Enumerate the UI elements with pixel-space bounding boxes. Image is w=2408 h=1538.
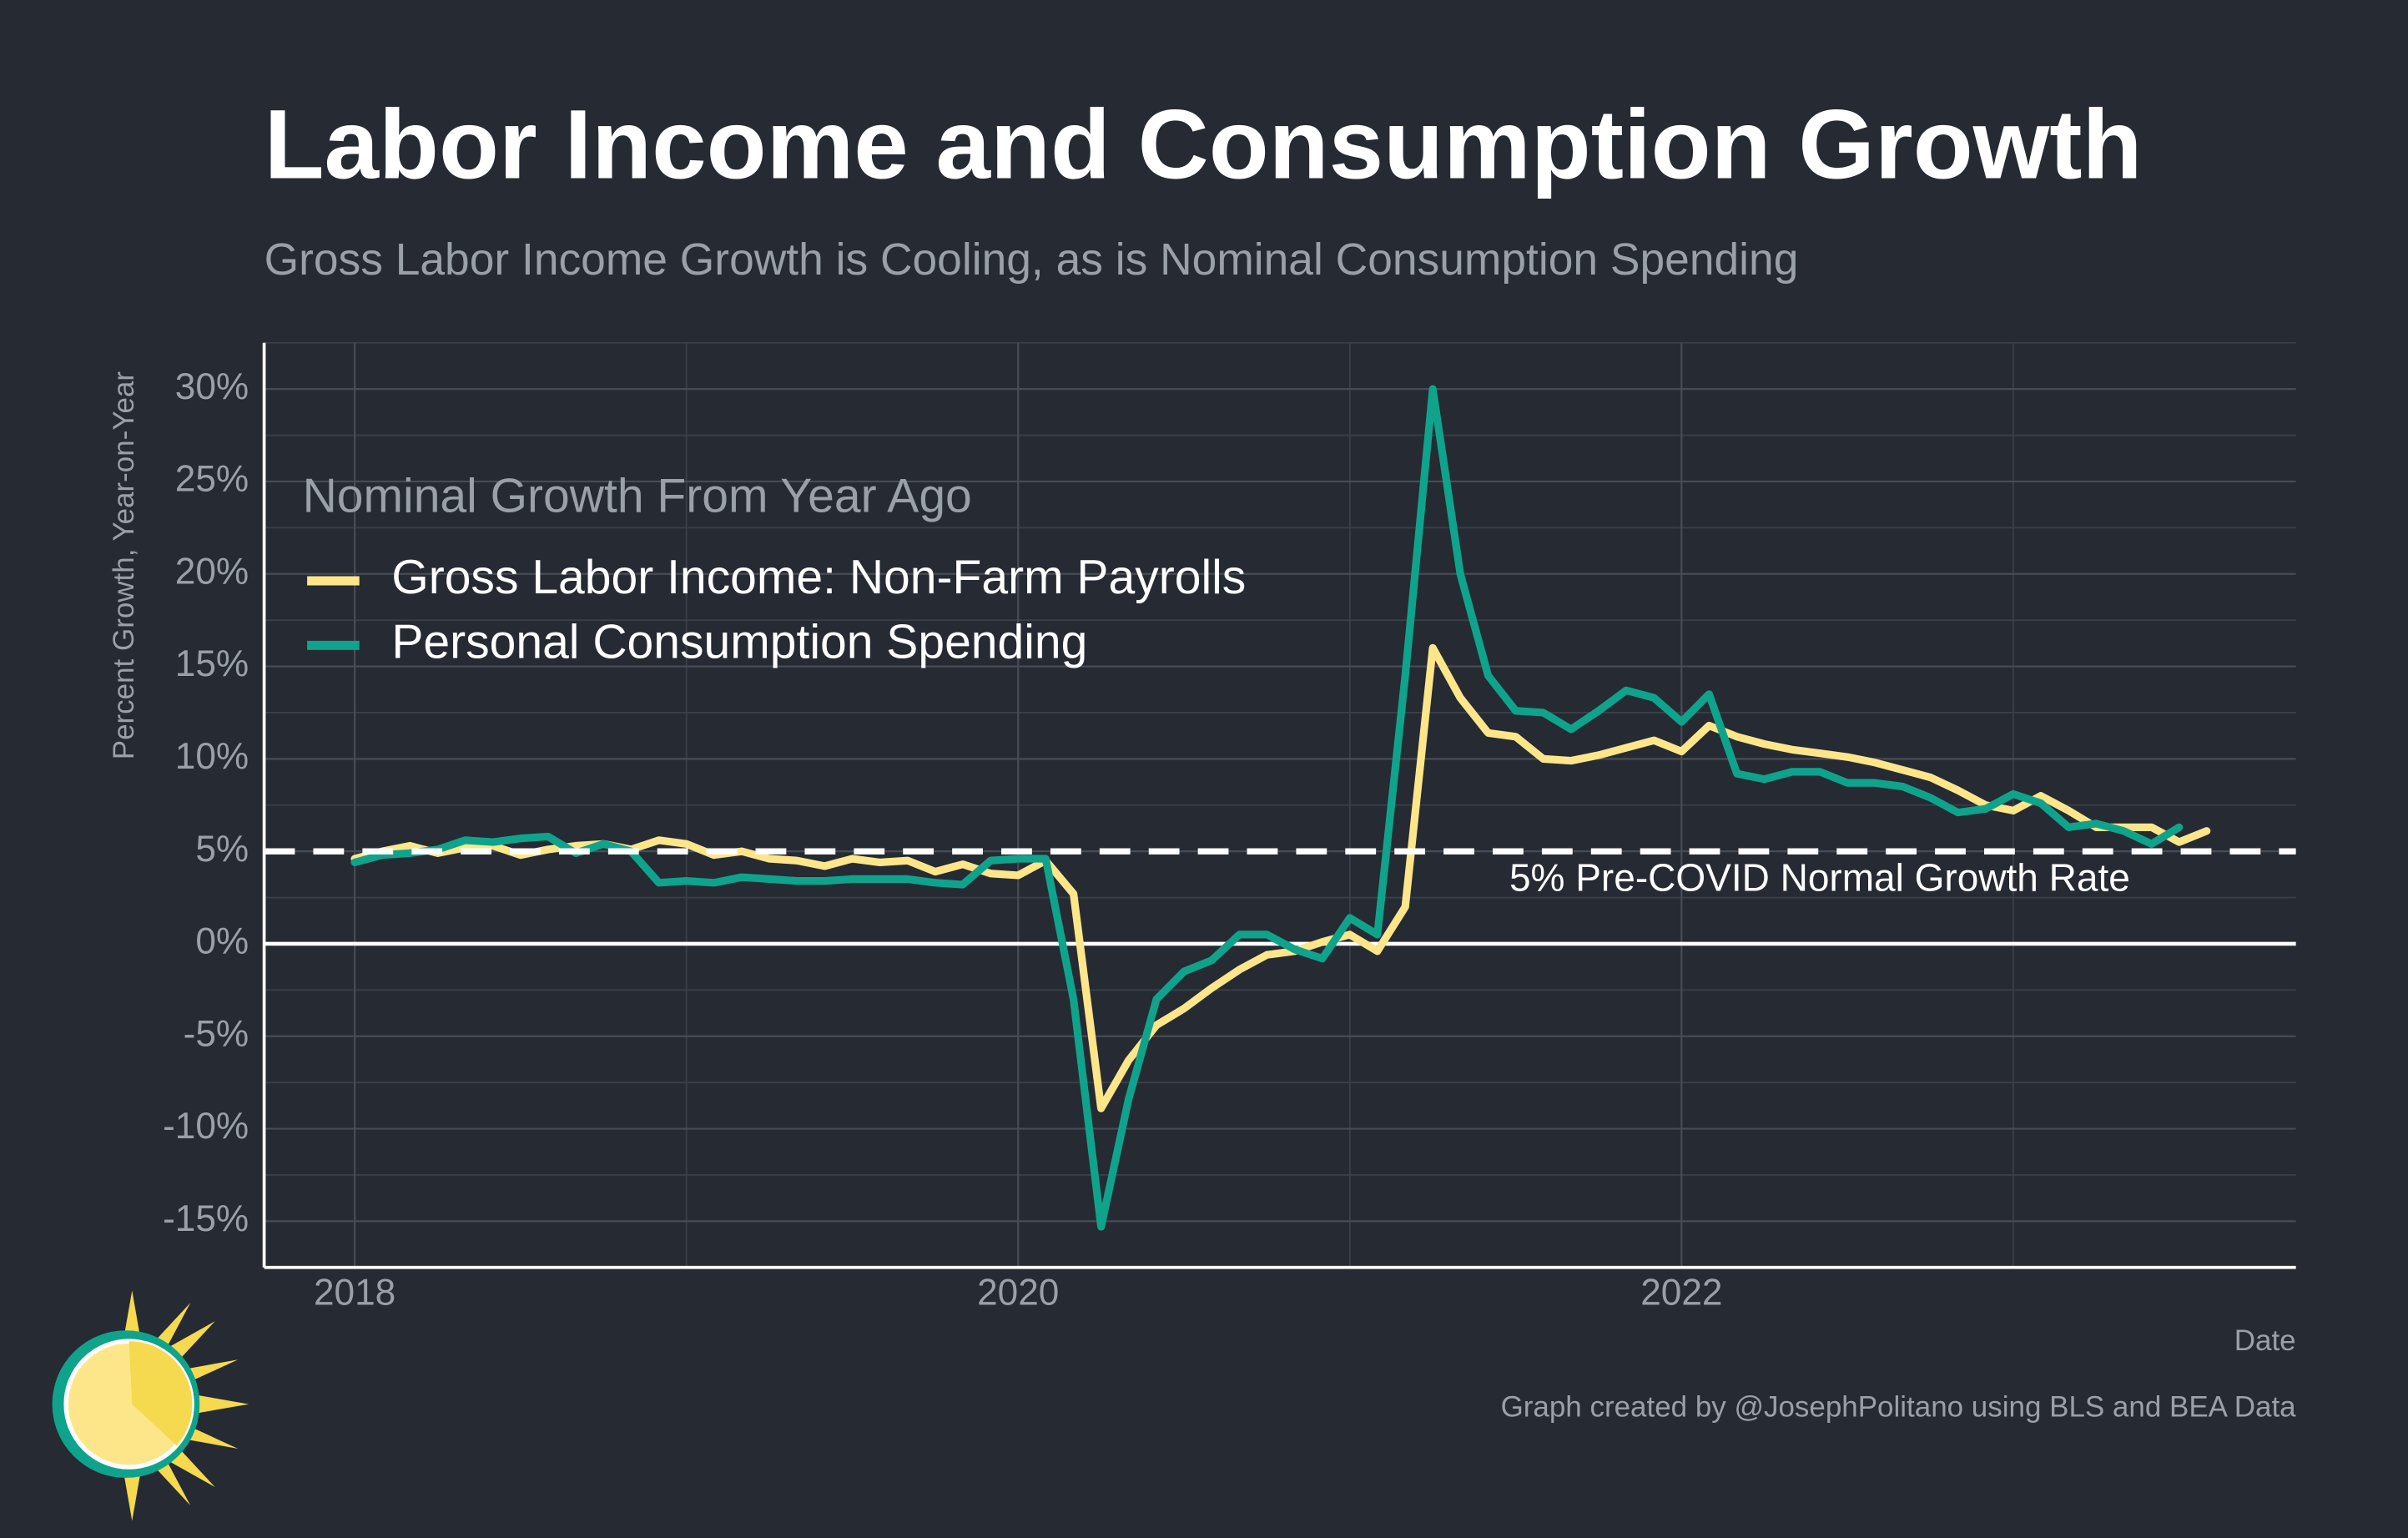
logo — [52, 1290, 249, 1521]
legend-label: Personal Consumption Spending — [391, 615, 1087, 668]
y-tick-label: 20% — [175, 551, 249, 592]
chart-title: Labor Income and Consumption Growth — [264, 89, 2143, 199]
y-tick-label: 25% — [175, 459, 249, 500]
legend-title: Nominal Growth From Year Ago — [303, 470, 972, 523]
legend: Nominal Growth From Year Ago Gross Labor… — [303, 470, 1247, 669]
y-tick-label: -15% — [163, 1198, 249, 1239]
x-tick-label: 2022 — [1640, 1273, 1722, 1314]
chart-subtitle: Gross Labor Income Growth is Cooling, as… — [264, 235, 1799, 285]
series-line — [350, 385, 2184, 1231]
y-tick-label: -10% — [163, 1106, 249, 1147]
series-line — [350, 643, 2211, 1112]
x-axis-label: Date — [2234, 1324, 2296, 1357]
y-tick-label: -5% — [184, 1013, 249, 1054]
x-tick-label: 2018 — [314, 1273, 395, 1314]
reference-label: 5% Pre-COVID Normal Growth Rate — [1509, 855, 2130, 899]
y-tick-label: 10% — [175, 736, 249, 777]
x-tick-label: 2020 — [977, 1273, 1059, 1314]
y-tick-label: 30% — [175, 366, 249, 407]
caption: Graph created by @JosephPolitano using B… — [1501, 1390, 2297, 1423]
y-tick-label: 15% — [175, 643, 249, 684]
y-tick-label: 5% — [195, 829, 249, 870]
y-tick-label: 0% — [195, 921, 249, 962]
y-axis-label: Percent Growth, Year-on-Year — [108, 371, 140, 760]
legend-label: Gross Labor Income: Non-Farm Payrolls — [391, 551, 1246, 604]
